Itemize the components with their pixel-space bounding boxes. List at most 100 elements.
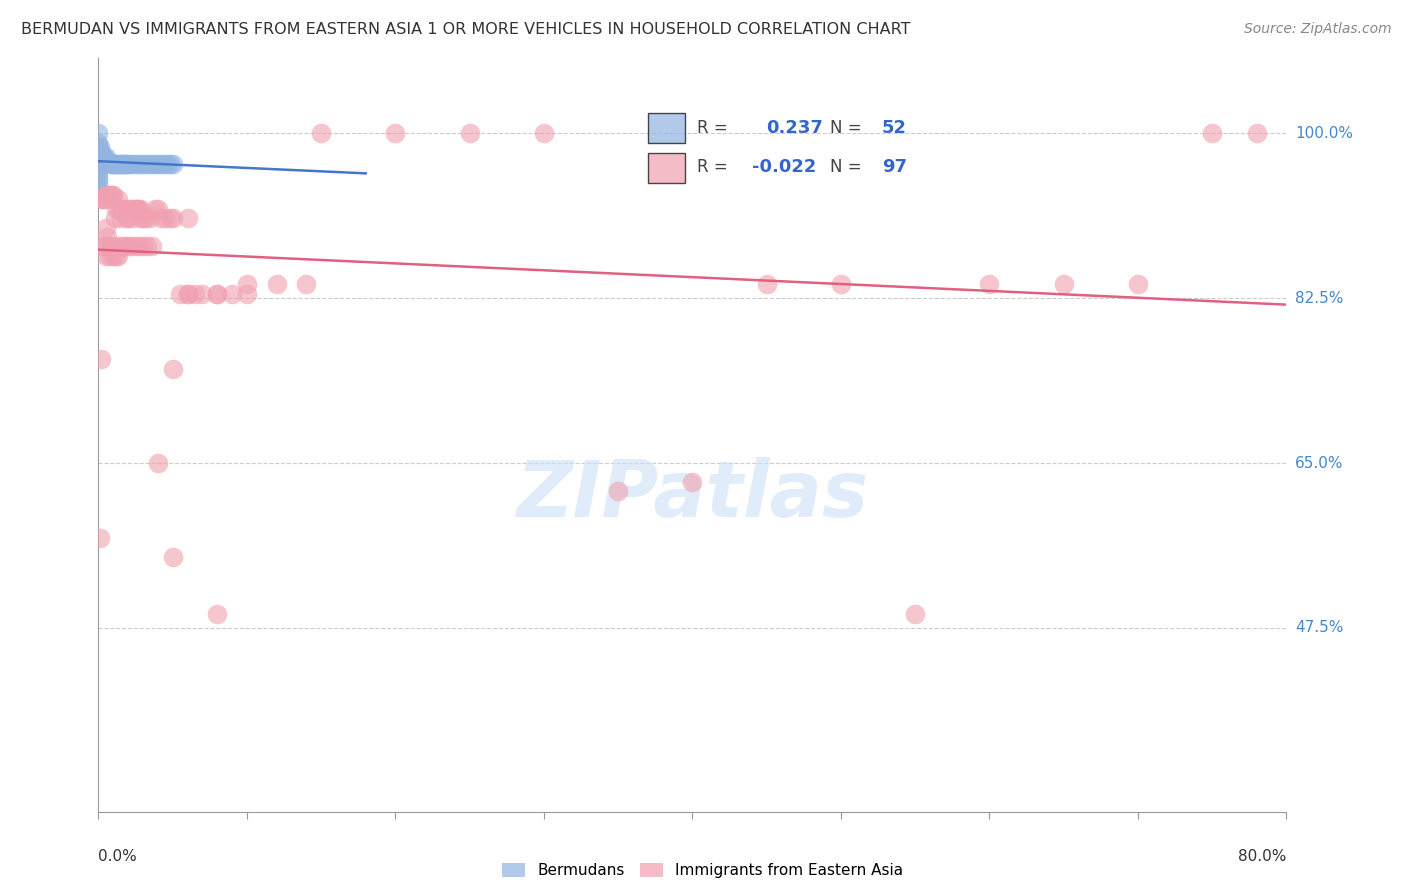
Point	[129, 202, 152, 216]
Text: 52: 52	[882, 119, 907, 136]
Point	[96, 187, 118, 202]
Point	[139, 211, 162, 226]
Text: 65.0%: 65.0%	[1295, 456, 1343, 471]
Point	[87, 164, 110, 178]
Point	[141, 156, 163, 170]
Point	[124, 202, 146, 216]
Point	[122, 156, 145, 170]
Point	[114, 202, 136, 216]
Point	[115, 156, 138, 170]
Point	[132, 156, 155, 170]
Point	[108, 202, 131, 216]
Text: N =: N =	[830, 119, 862, 136]
Point	[101, 187, 124, 202]
Point	[138, 156, 160, 170]
Point	[221, 286, 243, 301]
Point	[94, 187, 117, 202]
Point	[93, 150, 115, 164]
Point	[176, 211, 198, 226]
Point	[979, 277, 1001, 291]
Point	[103, 249, 125, 263]
Point	[101, 156, 124, 170]
Point	[266, 277, 288, 291]
Point	[131, 211, 153, 226]
Point	[110, 156, 132, 170]
Point	[91, 154, 114, 169]
Point	[205, 607, 228, 621]
Point	[191, 286, 214, 301]
Point	[184, 286, 207, 301]
Point	[125, 202, 148, 216]
Point	[1126, 277, 1149, 291]
Point	[111, 239, 134, 253]
Point	[143, 156, 166, 170]
Point	[96, 154, 118, 169]
Point	[830, 277, 852, 291]
Point	[112, 202, 135, 216]
Point	[115, 211, 138, 226]
Point	[162, 362, 184, 376]
Point	[87, 159, 110, 173]
Point	[755, 277, 778, 291]
Point	[111, 202, 134, 216]
Text: 80.0%: 80.0%	[1239, 849, 1286, 864]
Point	[108, 239, 131, 253]
Point	[681, 475, 703, 489]
Point	[607, 484, 630, 499]
Point	[205, 286, 228, 301]
Point	[89, 532, 111, 546]
Point	[120, 156, 142, 170]
Point	[162, 550, 184, 565]
Point	[98, 239, 121, 253]
Point	[87, 126, 110, 140]
Text: 47.5%: 47.5%	[1295, 621, 1343, 635]
Point	[159, 211, 181, 226]
Point	[114, 239, 136, 253]
Point	[156, 156, 179, 170]
Point	[129, 156, 152, 170]
Point	[94, 150, 117, 164]
Point	[110, 211, 132, 226]
Point	[87, 183, 110, 197]
Text: -0.022: -0.022	[752, 158, 815, 176]
Text: 100.0%: 100.0%	[1295, 126, 1353, 141]
Point	[96, 230, 118, 244]
Legend: Bermudans, Immigrants from Eastern Asia: Bermudans, Immigrants from Eastern Asia	[496, 857, 910, 884]
Text: 0.0%: 0.0%	[98, 849, 138, 864]
Point	[94, 220, 117, 235]
Point	[98, 156, 121, 170]
Point	[90, 150, 112, 164]
Point	[205, 286, 228, 301]
Point	[236, 277, 259, 291]
Point	[87, 178, 110, 193]
Point	[176, 286, 198, 301]
Point	[1246, 126, 1268, 140]
Point	[105, 249, 128, 263]
Point	[143, 202, 166, 216]
Point	[97, 249, 120, 263]
Point	[90, 352, 112, 367]
Point	[162, 211, 184, 226]
Point	[159, 156, 181, 170]
Point	[98, 187, 121, 202]
FancyBboxPatch shape	[648, 113, 685, 143]
Point	[132, 239, 155, 253]
Text: 82.5%: 82.5%	[1295, 291, 1343, 306]
Text: ZIPatlas: ZIPatlas	[516, 457, 869, 533]
Point	[89, 140, 111, 154]
Point	[91, 192, 114, 206]
Point	[118, 202, 141, 216]
Point	[120, 202, 142, 216]
Point	[112, 156, 135, 170]
Point	[94, 249, 117, 263]
Point	[117, 156, 139, 170]
Point	[120, 239, 142, 253]
Point	[89, 150, 111, 164]
Point	[132, 211, 155, 226]
Point	[384, 126, 406, 140]
Point	[105, 156, 128, 170]
Text: 97: 97	[882, 158, 907, 176]
Point	[135, 156, 157, 170]
Point	[146, 456, 169, 470]
Point	[458, 126, 481, 140]
